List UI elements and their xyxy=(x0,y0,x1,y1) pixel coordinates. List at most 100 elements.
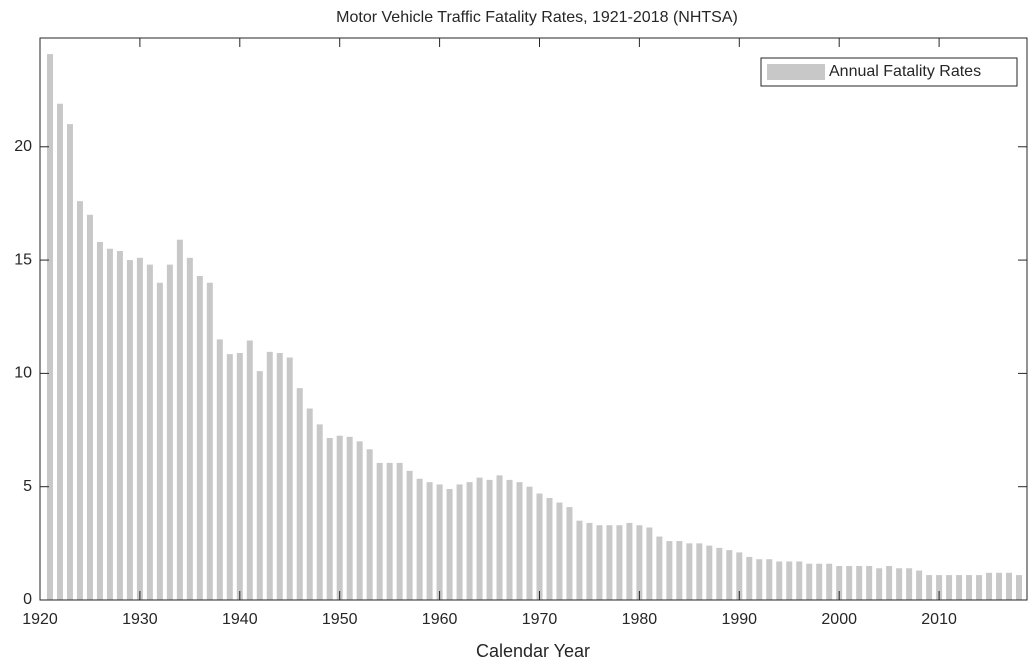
bar xyxy=(926,575,933,600)
bar xyxy=(56,103,63,600)
bar xyxy=(776,561,783,600)
legend-label: Annual Fatality Rates xyxy=(829,63,981,80)
bar xyxy=(486,479,493,600)
bar xyxy=(426,482,433,600)
bar xyxy=(526,486,533,600)
chart-title: Motor Vehicle Traffic Fatality Rates, 19… xyxy=(336,9,738,26)
bar xyxy=(836,566,843,600)
bar xyxy=(966,575,973,600)
x-tick-label: 1940 xyxy=(222,611,258,628)
bar xyxy=(766,559,773,600)
bar xyxy=(206,282,213,600)
bar xyxy=(496,475,503,600)
bar xyxy=(656,536,663,600)
y-tick-label: 10 xyxy=(14,365,32,382)
bar xyxy=(296,388,303,600)
bar xyxy=(866,566,873,600)
bar xyxy=(316,424,323,600)
bar xyxy=(1016,575,1023,600)
bar xyxy=(576,520,583,600)
bar xyxy=(76,201,83,600)
x-tick-label: 1950 xyxy=(322,611,358,628)
y-tick-label: 15 xyxy=(14,251,32,268)
bar xyxy=(366,449,373,600)
bar xyxy=(276,352,283,600)
bar xyxy=(726,550,733,600)
bar xyxy=(516,482,523,600)
bar xyxy=(856,566,863,600)
x-axis-label: Calendar Year xyxy=(476,641,590,661)
bar xyxy=(336,435,343,600)
bar xyxy=(716,547,723,600)
bar xyxy=(816,563,823,600)
bar xyxy=(536,493,543,600)
bar xyxy=(456,484,463,600)
bar xyxy=(216,339,223,600)
bar xyxy=(236,352,243,600)
bar xyxy=(506,479,513,600)
legend-swatch xyxy=(767,64,825,80)
bar xyxy=(666,541,673,600)
bar xyxy=(346,436,353,600)
bar xyxy=(566,507,573,600)
bar xyxy=(446,488,453,600)
bar xyxy=(546,498,553,600)
bar xyxy=(136,257,143,600)
bar xyxy=(586,522,593,600)
bar xyxy=(286,357,293,600)
bar xyxy=(196,275,203,600)
bar xyxy=(1006,572,1013,600)
bar xyxy=(976,575,983,600)
bar xyxy=(806,563,813,600)
bar xyxy=(256,371,263,600)
bar xyxy=(846,566,853,600)
x-tick-label: 1930 xyxy=(122,611,158,628)
bar xyxy=(686,543,693,600)
x-tick-label: 1970 xyxy=(522,611,558,628)
bar xyxy=(266,351,273,600)
bar xyxy=(696,543,703,600)
bar xyxy=(886,566,893,600)
bar xyxy=(986,572,993,600)
bar xyxy=(146,264,153,600)
x-tick-label: 1920 xyxy=(22,611,58,628)
bar xyxy=(946,575,953,600)
bar xyxy=(376,462,383,600)
y-tick-label: 0 xyxy=(23,591,32,608)
bar xyxy=(896,568,903,600)
bar xyxy=(106,248,113,600)
y-tick-label: 5 xyxy=(23,478,32,495)
bar xyxy=(246,340,253,600)
bar xyxy=(326,437,333,600)
x-tick-label: 2010 xyxy=(921,611,957,628)
bar xyxy=(556,502,563,600)
bar xyxy=(756,559,763,600)
bar xyxy=(116,251,123,601)
bar xyxy=(606,525,613,600)
bar xyxy=(706,545,713,600)
bar xyxy=(356,441,363,600)
bar xyxy=(226,354,233,600)
bar xyxy=(166,264,173,600)
bar xyxy=(796,561,803,600)
bar xyxy=(466,482,473,600)
bar xyxy=(186,257,193,600)
bar xyxy=(436,484,443,600)
x-tick-label: 2000 xyxy=(821,611,857,628)
bar xyxy=(936,575,943,600)
bar xyxy=(916,570,923,600)
x-tick-label: 1960 xyxy=(422,611,458,628)
bar xyxy=(676,541,683,600)
bar xyxy=(126,260,133,600)
bar xyxy=(596,525,603,600)
x-tick-label: 1990 xyxy=(721,611,757,628)
bar xyxy=(906,568,913,600)
bar xyxy=(66,124,73,600)
bar xyxy=(416,478,423,600)
bar xyxy=(786,561,793,600)
axes-box xyxy=(39,37,1028,601)
bar xyxy=(156,282,163,600)
bar xyxy=(406,470,413,600)
bar xyxy=(746,556,753,600)
